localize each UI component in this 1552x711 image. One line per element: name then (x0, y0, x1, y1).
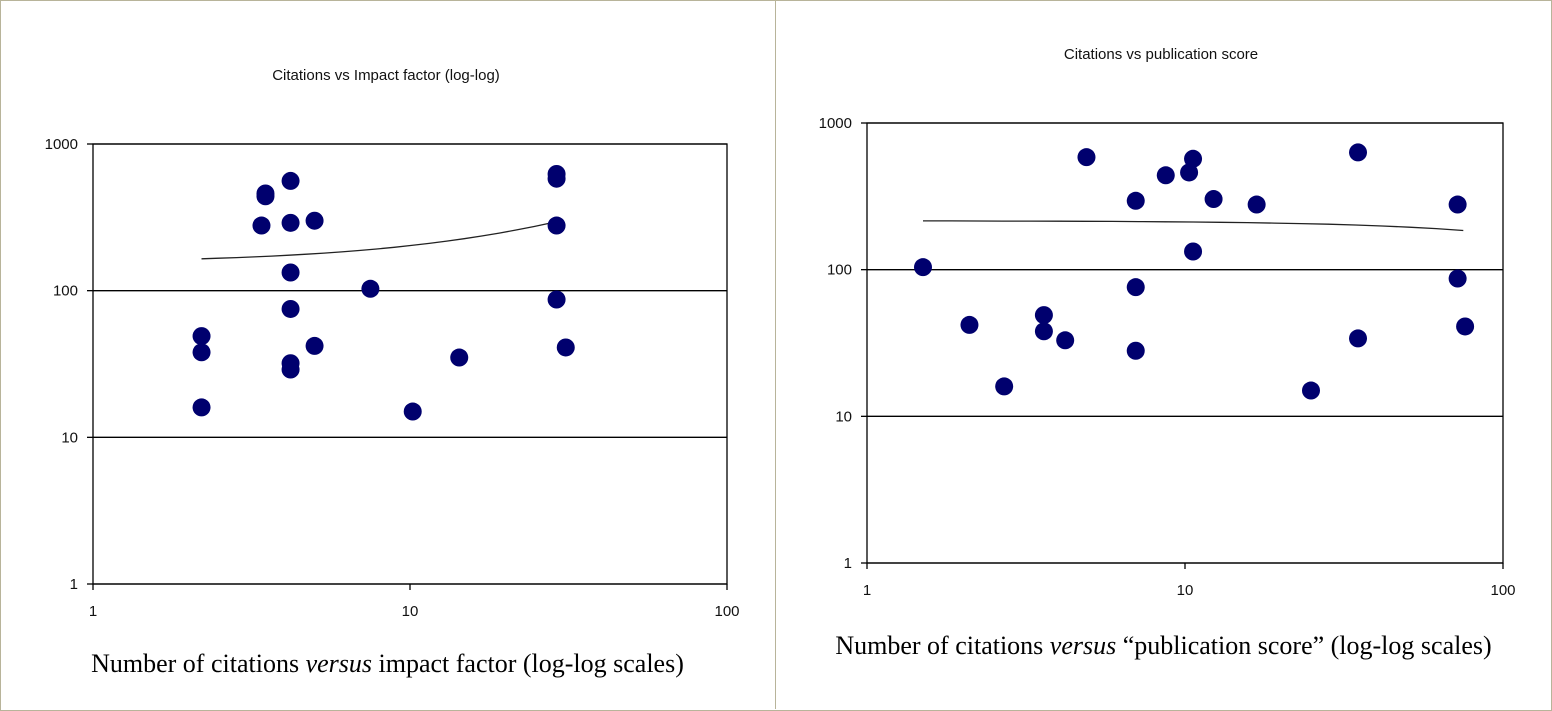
y-tick-label: 1 (844, 555, 852, 572)
panel-divider (775, 0, 776, 709)
caption-pre: Number of citations (835, 631, 1050, 660)
data-point (1301, 381, 1320, 400)
data-point (556, 338, 575, 357)
data-point (1077, 148, 1096, 167)
data-point (1034, 306, 1053, 325)
data-point (1184, 149, 1203, 168)
left-panel: Citations vs Impact factor (log-log) 1 10 1… (0, 0, 775, 709)
impact-factor-chart: Citations vs Impact factor (log-log) 1 10 1… (45, 67, 740, 620)
data-point (450, 348, 469, 367)
data-point (547, 290, 566, 309)
y-tick-label: 1000 (45, 136, 78, 153)
data-point (1448, 195, 1467, 214)
x-tick-label: 10 (402, 603, 419, 620)
data-point (1056, 331, 1075, 350)
x-tick-label: 1 (863, 582, 871, 599)
data-point (913, 258, 932, 277)
data-point (192, 327, 211, 346)
data-point (1184, 242, 1203, 261)
data-point (281, 213, 300, 232)
trendline (923, 220, 1464, 232)
x-tick-label: 10 (1177, 582, 1194, 599)
y-tick-label: 1000 (819, 115, 852, 132)
data-point (1204, 190, 1223, 209)
data-point (281, 171, 300, 190)
caption-pre: Number of citations (91, 649, 306, 678)
x-tick-label: 100 (1490, 582, 1515, 599)
caption-post: “publication score” (log-log scales) (1116, 631, 1492, 660)
publication-score-chart: Citations vs publication score 1 10 100 1000… (819, 46, 1516, 599)
y-tick-label: 10 (835, 408, 852, 425)
plot-area (866, 122, 1504, 564)
chart-title: Citations vs publication score (1064, 46, 1258, 63)
plot-area (92, 143, 728, 585)
data-point (1349, 329, 1368, 348)
data-point (192, 343, 211, 362)
right-caption: Number of citations versus “publication … (786, 630, 1541, 661)
data-point (1180, 163, 1199, 182)
data-point (1156, 166, 1175, 185)
data-point (305, 211, 324, 230)
data-point (281, 360, 300, 379)
data-point (361, 279, 380, 298)
data-point (281, 263, 300, 282)
y-tick-label: 100 (53, 283, 78, 300)
caption-post: impact factor (log-log scales) (372, 649, 684, 678)
data-point (252, 216, 271, 235)
data-point (1349, 143, 1368, 162)
caption-em: versus (305, 649, 372, 678)
data-point (192, 398, 211, 417)
data-point (1247, 195, 1266, 214)
left-caption: Number of citations versus impact factor… (10, 648, 765, 679)
data-point (1034, 322, 1053, 341)
data-point (281, 299, 300, 318)
y-tick-label: 1 (70, 576, 78, 593)
data-point (547, 169, 566, 188)
data-point (256, 187, 275, 206)
x-tick-label: 1 (89, 603, 97, 620)
right-panel: Citations vs publication score 1 10 100 1000… (776, 0, 1551, 709)
data-point (1456, 317, 1475, 336)
chart-title: Citations vs Impact factor (log-log) (272, 67, 500, 84)
y-tick-label: 10 (61, 429, 78, 446)
x-tick-label: 100 (714, 603, 739, 620)
data-point (1126, 191, 1145, 210)
trendline (201, 222, 552, 260)
data-point (1126, 278, 1145, 297)
data-point (960, 315, 979, 334)
data-point (305, 336, 324, 355)
data-point (547, 216, 566, 235)
data-point (403, 402, 422, 421)
y-tick-label: 100 (827, 262, 852, 279)
data-point (1448, 269, 1467, 288)
data-point (1126, 341, 1145, 360)
caption-em: versus (1049, 631, 1117, 660)
data-point (995, 377, 1014, 396)
